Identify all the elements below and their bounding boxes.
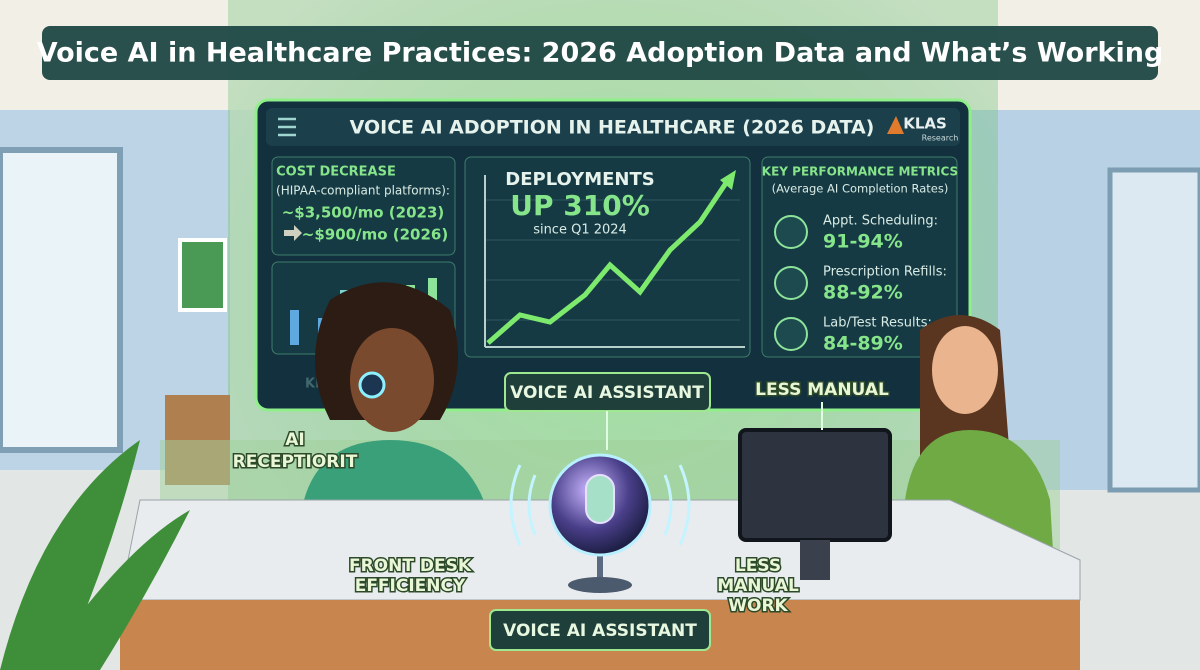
less-manual-work-label: LESS <box>735 556 781 576</box>
wall-sign <box>178 238 227 312</box>
voice-top-label: VOICE AI ASSISTANT <box>510 383 704 403</box>
receptionist-face <box>350 328 434 432</box>
deployments-value: UP 310% <box>510 189 650 222</box>
metrics-subtitle: (Average AI Completion Rates) <box>772 182 949 196</box>
metrics-title: KEY PERFORMANCE METRICS <box>762 165 958 179</box>
metric-label: Lab/Test Results: <box>823 316 932 331</box>
less-manual-top: LESS MANUAL <box>755 380 889 400</box>
logo-name: KLAS <box>903 115 947 133</box>
arrow-icon <box>284 225 302 241</box>
title-bar <box>42 26 1158 80</box>
cost-box <box>271 156 456 256</box>
metric-label: Prescription Refills: <box>823 265 947 280</box>
ai-receptionist-label: AI <box>285 430 304 450</box>
deployments-since: since Q1 2024 <box>533 223 627 238</box>
logo-mark <box>887 116 904 134</box>
front-desk-label: FRONT DESK <box>349 556 472 576</box>
panel-header <box>266 108 960 146</box>
less-manual-work-label: MANUAL <box>717 576 799 596</box>
menu-icon <box>278 117 296 137</box>
cost-after: ~$900/mo (2026) <box>302 226 448 244</box>
metric-icon <box>774 266 808 300</box>
cost-subtitle: (HIPAA-compliant platforms): <box>276 184 450 198</box>
plant <box>0 440 190 670</box>
metric-icon <box>774 317 808 351</box>
door <box>1107 167 1200 493</box>
ai-receptionist-label: RECEPTIORIT <box>233 452 358 472</box>
deployments-title: DEPLOYMENTS <box>505 169 654 190</box>
metric-label: Appt. Scheduling: <box>823 214 938 229</box>
metric-value: 84-89% <box>823 333 903 355</box>
panel-heading: VOICE AI ADOPTION IN HEALTHCARE (2026 DA… <box>350 117 875 139</box>
less-manual-work-label: WORK <box>728 596 788 616</box>
voice-bottom-label: VOICE AI ASSISTANT <box>503 621 697 641</box>
logo-sub: Research <box>922 134 959 143</box>
voice-bottom-box <box>489 609 711 651</box>
chart-grid <box>485 199 740 321</box>
metric-value: 91-94% <box>823 231 903 253</box>
patient-face <box>932 326 998 414</box>
metric-icon <box>774 215 808 249</box>
trend-arrow <box>720 170 736 190</box>
headset <box>358 371 386 399</box>
front-desk-label: EFFICIENCY <box>355 576 466 596</box>
mic-icon <box>585 474 615 524</box>
metrics-box <box>761 156 958 358</box>
mic-base <box>568 577 632 593</box>
sound-waves <box>509 464 691 546</box>
cost-title: COST DECREASE <box>276 165 396 180</box>
trend-line <box>486 178 731 345</box>
metric-value: 88-92% <box>823 282 903 304</box>
monitor-stand <box>800 540 830 580</box>
deployments-box <box>464 156 751 358</box>
page-title: Voice AI in Healthcare Practices: 2026 A… <box>37 38 1164 69</box>
monitor <box>738 428 892 542</box>
cost-before: ~$3,500/mo (2023) <box>282 204 445 222</box>
window <box>0 147 123 453</box>
